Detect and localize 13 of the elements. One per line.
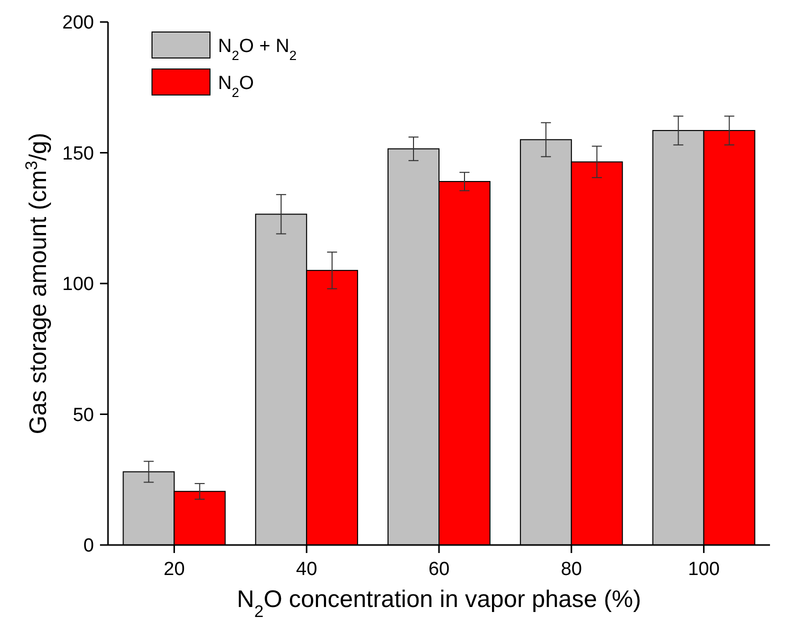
y-tick-label: 150 bbox=[62, 143, 94, 164]
y-tick-label: 50 bbox=[72, 404, 94, 426]
x-tick-label: 100 bbox=[688, 559, 720, 580]
y-tick-label: 200 bbox=[62, 12, 94, 34]
legend-label: N$_{2}$O + N$_{2}$ bbox=[218, 36, 297, 62]
legend-label: N$_{2}$O bbox=[218, 73, 254, 100]
x-tick-label: 40 bbox=[296, 559, 318, 580]
x-axis-title: N$_{2}$O concentration in vapor phase (%) bbox=[236, 586, 642, 620]
x-tick-label: 60 bbox=[428, 559, 450, 580]
y-tick-label: 0 bbox=[83, 536, 94, 557]
x-tick-label: 20 bbox=[164, 559, 185, 580]
y-tick-label: 100 bbox=[62, 274, 94, 296]
x-tick-label: 80 bbox=[560, 559, 582, 580]
